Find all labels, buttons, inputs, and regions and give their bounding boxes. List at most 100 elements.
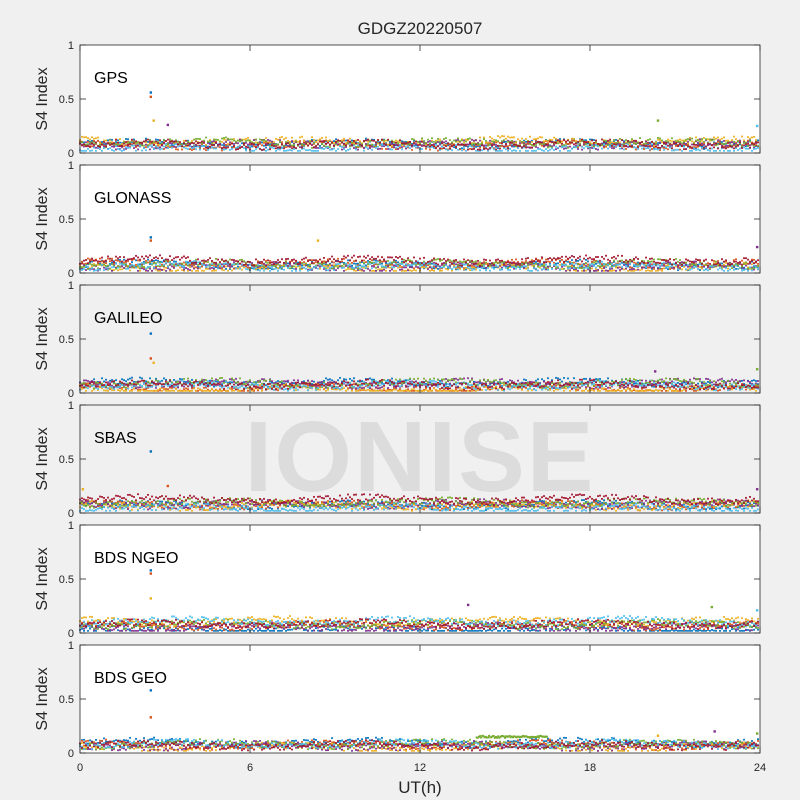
data-point [285,265,287,267]
data-point [751,136,753,139]
data-point [593,141,595,144]
data-point [83,136,85,139]
data-point [677,269,679,272]
data-point [453,263,455,266]
data-point [693,146,695,149]
data-point [467,264,469,267]
data-point [219,265,221,268]
data-point [353,141,355,144]
data-point [431,267,433,270]
data-point [545,263,547,266]
data-point [611,145,613,147]
data-point [585,269,587,272]
data-point [615,142,617,144]
data-point [209,263,211,266]
data-point [577,144,579,147]
data-point [389,140,391,143]
data-point [417,145,419,148]
data-point [231,381,233,384]
data-point [225,143,227,146]
data-point [437,149,439,152]
data-point [751,260,753,263]
data-point [651,143,653,146]
data-point [283,138,285,141]
data-point [683,143,685,145]
data-point [581,145,583,148]
data-point [435,266,437,269]
data-point [377,139,379,141]
data-point [529,146,531,149]
data-point [157,144,159,147]
data-point [139,376,141,379]
data-point [711,139,713,142]
data-point [99,257,101,260]
data-point [141,142,143,144]
data-point [635,139,637,142]
data-point [173,141,175,144]
data-point [619,266,621,269]
data-point [95,269,97,272]
data-point [373,269,375,272]
data-point [687,146,689,149]
data-point [377,255,379,258]
data-point [359,143,361,146]
data-point [295,269,297,272]
data-point [499,136,501,139]
data-point [277,262,279,265]
data-point [627,265,629,268]
data-point [181,262,183,265]
data-point [677,139,679,142]
data-point [549,148,551,151]
data-point [115,143,117,146]
data-point [657,148,659,151]
data-point [113,261,115,264]
data-point [533,144,535,146]
y-tick-label: 1 [68,160,74,172]
data-point [269,148,271,151]
data-point [235,141,237,144]
data-point [469,269,471,272]
data-point [363,269,365,272]
data-point [301,262,303,265]
data-point [141,149,143,152]
data-point [737,261,739,264]
data-point [657,258,659,261]
data-point [165,269,167,272]
data-point [175,143,177,145]
data-point [187,142,189,145]
data-point [445,148,447,151]
data-point [563,267,565,270]
data-point [617,139,619,142]
data-point [155,145,157,148]
data-point [153,262,155,265]
data-point [547,265,549,268]
spike-point [755,245,759,249]
data-point [545,268,547,271]
data-point [115,255,117,258]
data-point [411,269,413,272]
data-point [637,268,639,271]
data-point [323,266,325,269]
data-point [307,265,309,268]
data-point [463,148,465,151]
data-point [673,142,675,145]
data-point [625,144,627,147]
data-point [261,144,263,147]
data-point [419,262,421,264]
data-point [531,149,533,152]
data-point [297,261,299,264]
data-point [215,380,217,383]
data-point [621,139,623,142]
data-point [457,261,459,264]
data-point [343,139,345,142]
data-point [311,143,313,146]
data-point [619,141,621,144]
data-point [677,145,679,147]
data-point [421,145,423,147]
data-point [451,268,453,270]
data-point [465,266,467,269]
data-point [313,262,315,265]
data-point [145,141,147,144]
data-point [179,378,181,380]
data-point [677,140,679,143]
